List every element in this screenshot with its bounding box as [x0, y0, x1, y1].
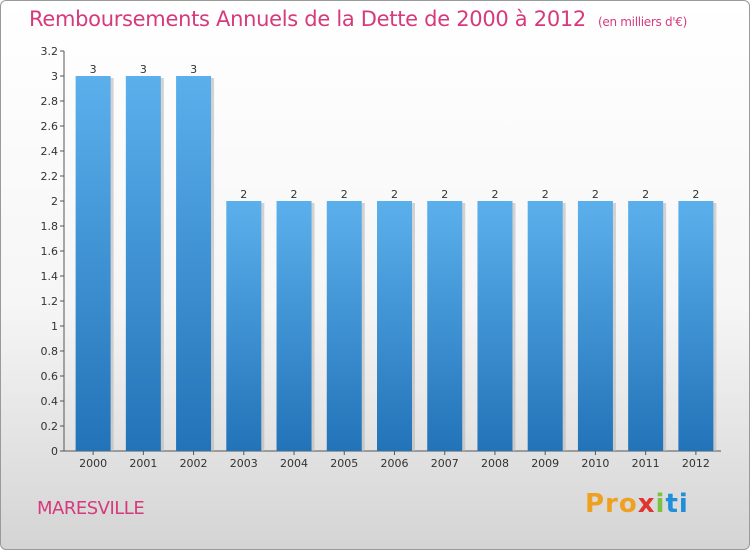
logo-part-2: x: [637, 489, 656, 519]
y-tick-label: 0.2: [41, 420, 59, 433]
x-tick-label: 2002: [180, 457, 208, 470]
data-label: 2: [642, 188, 649, 201]
y-tick-label: 1.4: [41, 270, 59, 283]
x-tick-label: 2003: [230, 457, 258, 470]
y-tick-label: 3: [51, 70, 58, 83]
data-label: 2: [391, 188, 398, 201]
bar: [527, 201, 563, 451]
y-tick-label: 2.4: [41, 145, 59, 158]
y-tick-label: 2.6: [41, 120, 59, 133]
x-tick-label: 2005: [330, 457, 358, 470]
y-tick-label: 1.8: [41, 220, 59, 233]
bar: [477, 201, 513, 451]
commune-name: MARESVILLE: [37, 498, 145, 519]
data-label: 2: [291, 188, 298, 201]
data-label: 2: [240, 188, 247, 201]
title-text: Remboursements Annuels de la Dette de 20…: [29, 7, 586, 31]
title-unit: (en milliers d'€): [598, 15, 688, 29]
x-tick-label: 2000: [79, 457, 107, 470]
bar: [276, 201, 312, 451]
bar: [577, 201, 613, 451]
logo-part-1: Pro: [585, 489, 638, 519]
x-tick-label: 2004: [280, 457, 308, 470]
y-tick-label: 0.6: [41, 370, 59, 383]
bar: [75, 76, 111, 451]
bar: [628, 201, 664, 451]
data-label: 2: [491, 188, 498, 201]
data-label: 3: [140, 63, 147, 76]
y-tick-label: 1: [51, 320, 58, 333]
bar: [326, 201, 362, 451]
x-tick-label: 2011: [632, 457, 660, 470]
y-tick-label: 0.4: [41, 395, 59, 408]
logo-part-3: i: [655, 489, 666, 519]
chart-title: Remboursements Annuels de la Dette de 20…: [29, 7, 687, 31]
x-tick-label: 2010: [581, 457, 609, 470]
data-label: 2: [542, 188, 549, 201]
data-label: 2: [692, 188, 699, 201]
bar: [125, 76, 161, 451]
bar: [678, 201, 714, 451]
x-tick-label: 2006: [381, 457, 409, 470]
x-tick-label: 2007: [431, 457, 459, 470]
y-tick-label: 0: [51, 445, 58, 458]
x-tick-label: 2008: [481, 457, 509, 470]
data-label: 3: [90, 63, 97, 76]
data-label: 2: [441, 188, 448, 201]
bar: [427, 201, 463, 451]
data-label: 3: [190, 63, 197, 76]
data-label: 2: [341, 188, 348, 201]
data-label: 2: [592, 188, 599, 201]
x-tick-label: 2001: [129, 457, 157, 470]
y-tick-label: 0.8: [41, 345, 59, 358]
x-tick-label: 2009: [531, 457, 559, 470]
y-tick-label: 3.2: [41, 45, 59, 58]
bar: [226, 201, 262, 451]
y-tick-label: 1.6: [41, 245, 59, 258]
proxiti-logo: Proxiti: [585, 489, 689, 519]
y-tick-label: 2: [51, 195, 58, 208]
y-tick-label: 1.2: [41, 295, 59, 308]
bar: [176, 76, 212, 451]
y-tick-label: 2.8: [41, 95, 59, 108]
bar: [377, 201, 412, 451]
logo-part-4: ti: [665, 489, 689, 519]
x-tick-label: 2012: [682, 457, 710, 470]
y-tick-label: 2.2: [41, 170, 59, 183]
